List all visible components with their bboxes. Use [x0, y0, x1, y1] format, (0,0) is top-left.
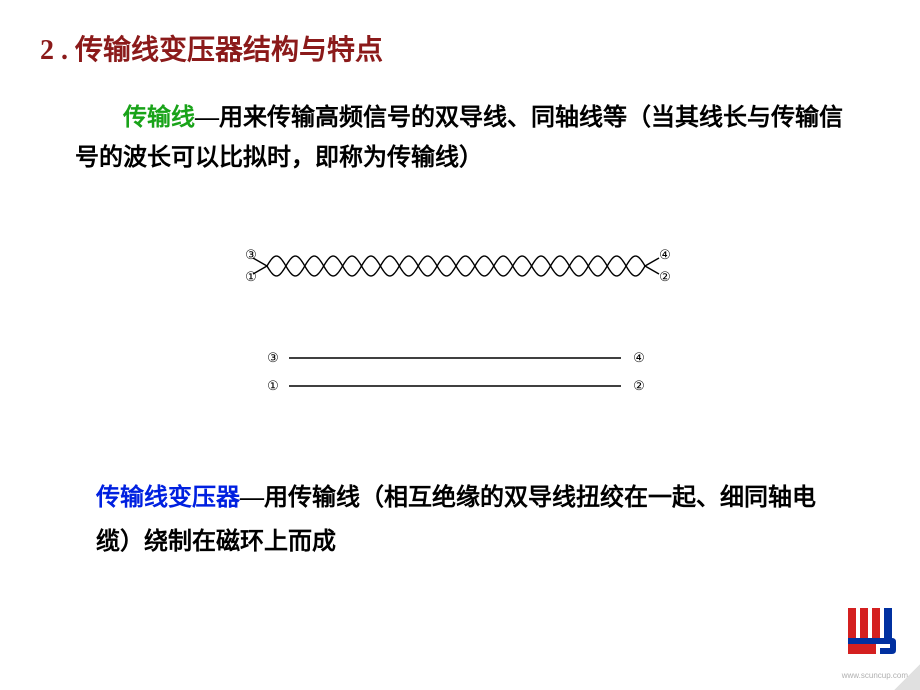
title-text: 传输线变压器结构与特点	[75, 35, 383, 66]
svg-text:①: ①	[267, 378, 279, 393]
svg-text:③: ③	[245, 247, 257, 262]
separator-2: —	[240, 485, 264, 511]
svg-text:④: ④	[659, 247, 671, 262]
term-transmission-transformer: 传输线变压器	[96, 485, 240, 511]
separator-1: —	[195, 105, 219, 131]
publisher-logo	[840, 602, 900, 672]
svg-text:④: ④	[633, 350, 645, 365]
title-number: 2 .	[40, 35, 68, 66]
page-title: 2 . 传输线变压器结构与特点	[40, 28, 383, 68]
transmission-line-diagram: ③ ① ④ ② ③ ① ④ ②	[215, 234, 705, 414]
page-corner-fold	[894, 664, 920, 690]
svg-text:②: ②	[659, 269, 671, 284]
term-transmission-line: 传输线	[123, 105, 195, 131]
svg-text:②: ②	[633, 378, 645, 393]
paragraph-2: 传输线变压器—用传输线（相互绝缘的双导线扭绞在一起、细同轴电缆）绕制在磁环上而成	[96, 476, 836, 564]
svg-text:③: ③	[267, 350, 279, 365]
paragraph-1: 传输线—用来传输高频信号的双导线、同轴线等（当其线长与传输信号的波长可以比拟时，…	[75, 98, 865, 178]
svg-text:①: ①	[245, 269, 257, 284]
